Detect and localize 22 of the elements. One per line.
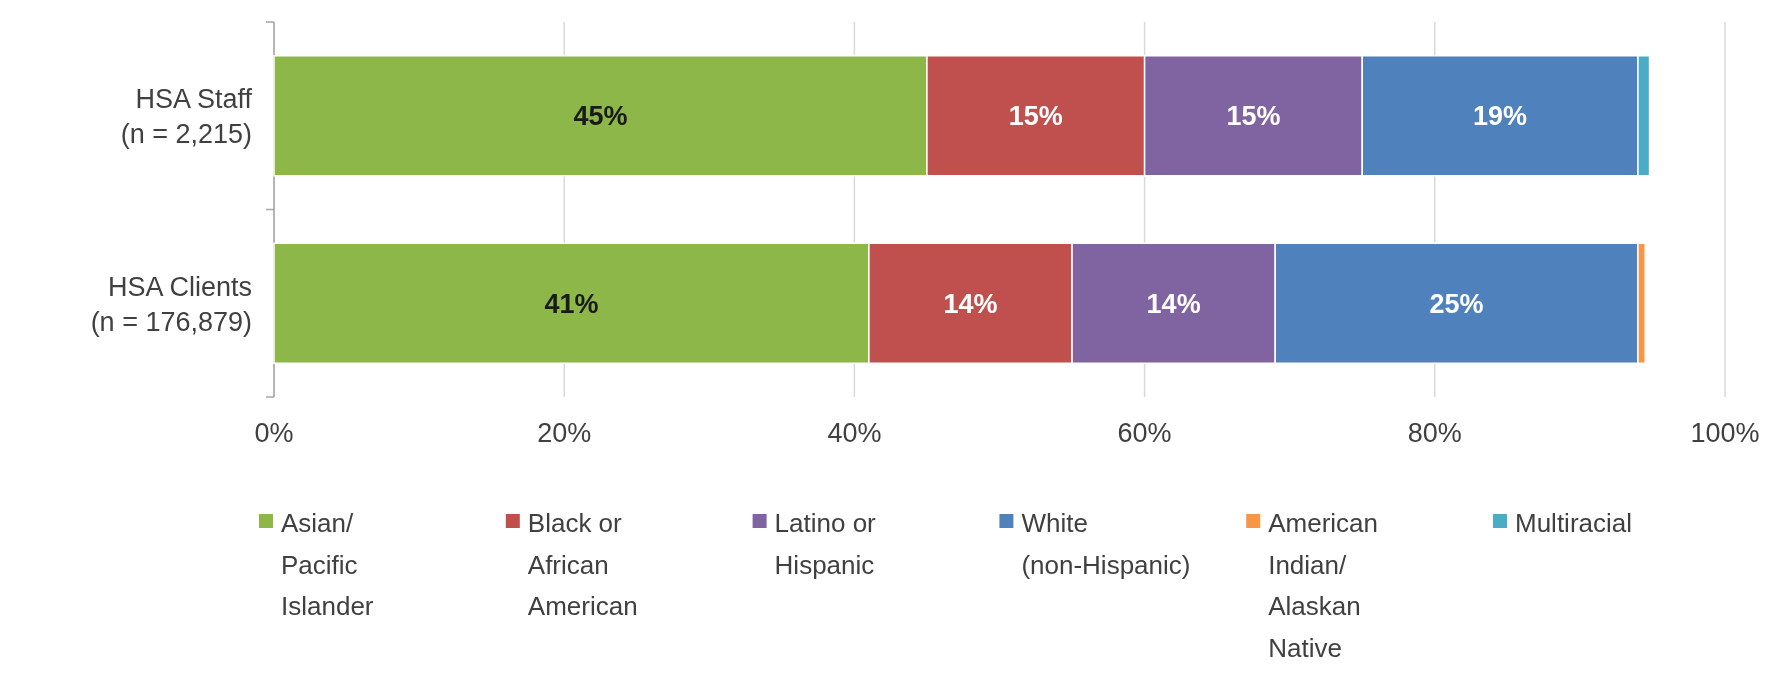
data-label: 19% [1473,101,1528,132]
x-tick-label: 20% [537,418,592,448]
legend-label: Black or African American [527,508,638,622]
data-label: 15% [1226,101,1281,132]
y-tick-label: HSA Clients (n = 176,879) [90,271,252,337]
legend-label: White (non-Hispanic) [1021,508,1191,580]
x-tick-label: 100% [1690,418,1760,448]
legend-label: American Indian/ Alaskan Native [1268,508,1379,663]
data-label: 14% [943,288,998,319]
x-tick-label: 40% [827,418,882,448]
data-label: 41% [544,288,599,319]
y-tick-label: HSA Staff (n = 2,215) [120,84,253,150]
legend-label: Asian/ Pacific Islander [281,508,374,622]
x-tick-label: 60% [1117,418,1172,448]
x-tick-label: 0% [254,418,294,448]
x-tick-label: 80% [1407,418,1462,448]
data-label: 25% [1429,288,1484,319]
legend-label: Latino or Hispanic [774,508,877,580]
data-label: 45% [573,101,628,132]
legend-label: Multiracial [1515,508,1633,539]
data-label: 15% [1008,101,1063,132]
data-label: 14% [1146,288,1201,319]
